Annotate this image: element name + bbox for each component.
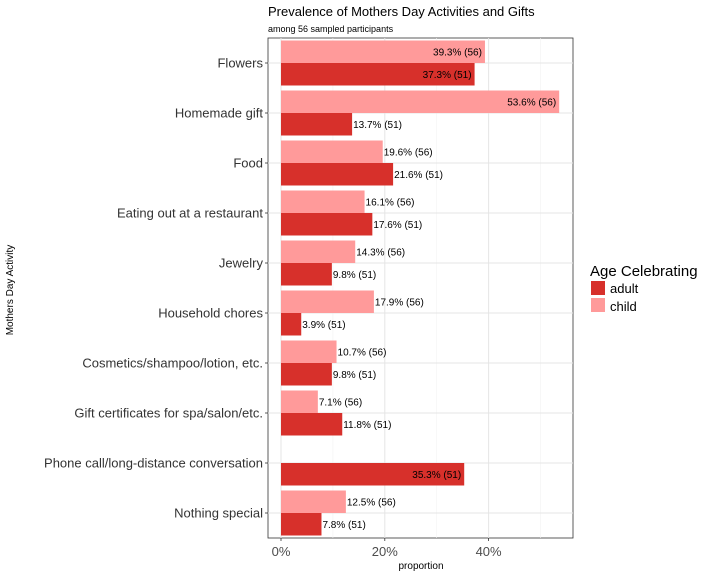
- bar-adult-8: [281, 463, 465, 486]
- legend-label-adult: adult: [610, 281, 639, 296]
- bar-child-6: [281, 340, 337, 363]
- category-label-2: Food: [233, 156, 263, 171]
- category-label-3: Eating out at a restaurant: [117, 206, 263, 221]
- bar-label-adult-2: 21.6% (51): [394, 170, 443, 181]
- category-label-8: Phone call/long-distance conversation: [44, 456, 263, 471]
- category-label-1: Homemade gift: [175, 106, 264, 121]
- bar-adult-4: [281, 263, 332, 286]
- bar-label-adult-8: 35.3% (51): [412, 470, 461, 481]
- x-axis-label: proportion: [398, 561, 443, 572]
- bar-child-0: [281, 40, 485, 63]
- bar-adult-1: [281, 113, 353, 136]
- legend: Age Celebrating adult child: [590, 263, 698, 314]
- bar-label-child-4: 14.3% (56): [356, 247, 405, 258]
- bar-adult-6: [281, 363, 332, 386]
- category-label-7: Gift certificates for spa/salon/etc.: [74, 406, 263, 421]
- bar-label-child-3: 16.1% (56): [366, 197, 415, 208]
- bar-adult-9: [281, 513, 322, 536]
- bar-label-child-1: 53.6% (56): [507, 97, 556, 108]
- bar-child-3: [281, 190, 365, 213]
- bar-adult-0: [281, 63, 475, 86]
- bars-group: [281, 40, 560, 536]
- legend-label-child: child: [610, 299, 637, 314]
- legend-title: Age Celebrating: [590, 263, 698, 280]
- category-label-0: Flowers: [217, 56, 263, 71]
- bar-label-adult-1: 13.7% (51): [353, 120, 402, 131]
- bar-label-adult-5: 3.9% (51): [302, 320, 345, 331]
- legend-swatch-adult: [591, 281, 605, 295]
- category-label-6: Cosmetics/shampoo/lotion, etc.: [82, 356, 263, 371]
- category-label-4: Jewelry: [219, 256, 264, 271]
- chart-subtitle: among 56 sampled participants: [268, 24, 394, 34]
- bar-label-adult-7: 11.8% (51): [343, 420, 391, 431]
- bar-child-7: [281, 390, 318, 413]
- bar-adult-5: [281, 313, 302, 336]
- bar-label-child-6: 10.7% (56): [338, 347, 387, 358]
- bar-adult-3: [281, 213, 373, 236]
- bar-child-4: [281, 240, 356, 263]
- category-labels-group: Flowers Homemade gift Food Eating out at a …: [44, 56, 268, 521]
- bar-label-adult-6: 9.8% (51): [333, 370, 376, 381]
- bar-adult-7: [281, 413, 343, 436]
- category-label-5: Household chores: [158, 306, 263, 321]
- bar-adult-2: [281, 163, 394, 186]
- legend-swatch-child: [591, 298, 605, 312]
- bar-labels-group: 39.3% (56) 37.3% (51) 53.6% (56) 13.7% (51)…: [302, 47, 556, 531]
- bar-label-adult-0: 37.3% (51): [423, 70, 472, 81]
- bar-label-child-5: 17.9% (56): [375, 297, 424, 308]
- bar-child-1: [281, 90, 560, 113]
- chart-title: Prevalence of Mothers Day Activities and…: [268, 4, 535, 19]
- x-tick-label-0: 0%: [272, 544, 291, 559]
- bar-label-child-7: 7.1% (56): [319, 397, 362, 408]
- x-tick-label-1: 20%: [372, 544, 398, 559]
- category-label-9: Nothing special: [174, 506, 263, 521]
- x-ticks-group: 0% 20% 40%: [272, 538, 502, 559]
- bar-child-5: [281, 290, 374, 313]
- bar-label-adult-9: 7.8% (51): [322, 520, 365, 531]
- bar-label-adult-3: 17.6% (51): [373, 220, 422, 231]
- bar-label-child-0: 39.3% (56): [433, 47, 482, 58]
- bar-label-child-2: 19.6% (56): [384, 147, 433, 158]
- bar-label-adult-4: 9.8% (51): [333, 270, 376, 281]
- y-axis-label: Mothers Day Activity: [5, 245, 16, 336]
- bar-label-child-9: 12.5% (56): [347, 497, 396, 508]
- bar-child-2: [281, 140, 383, 163]
- bar-child-9: [281, 490, 346, 513]
- x-tick-label-2: 40%: [476, 544, 502, 559]
